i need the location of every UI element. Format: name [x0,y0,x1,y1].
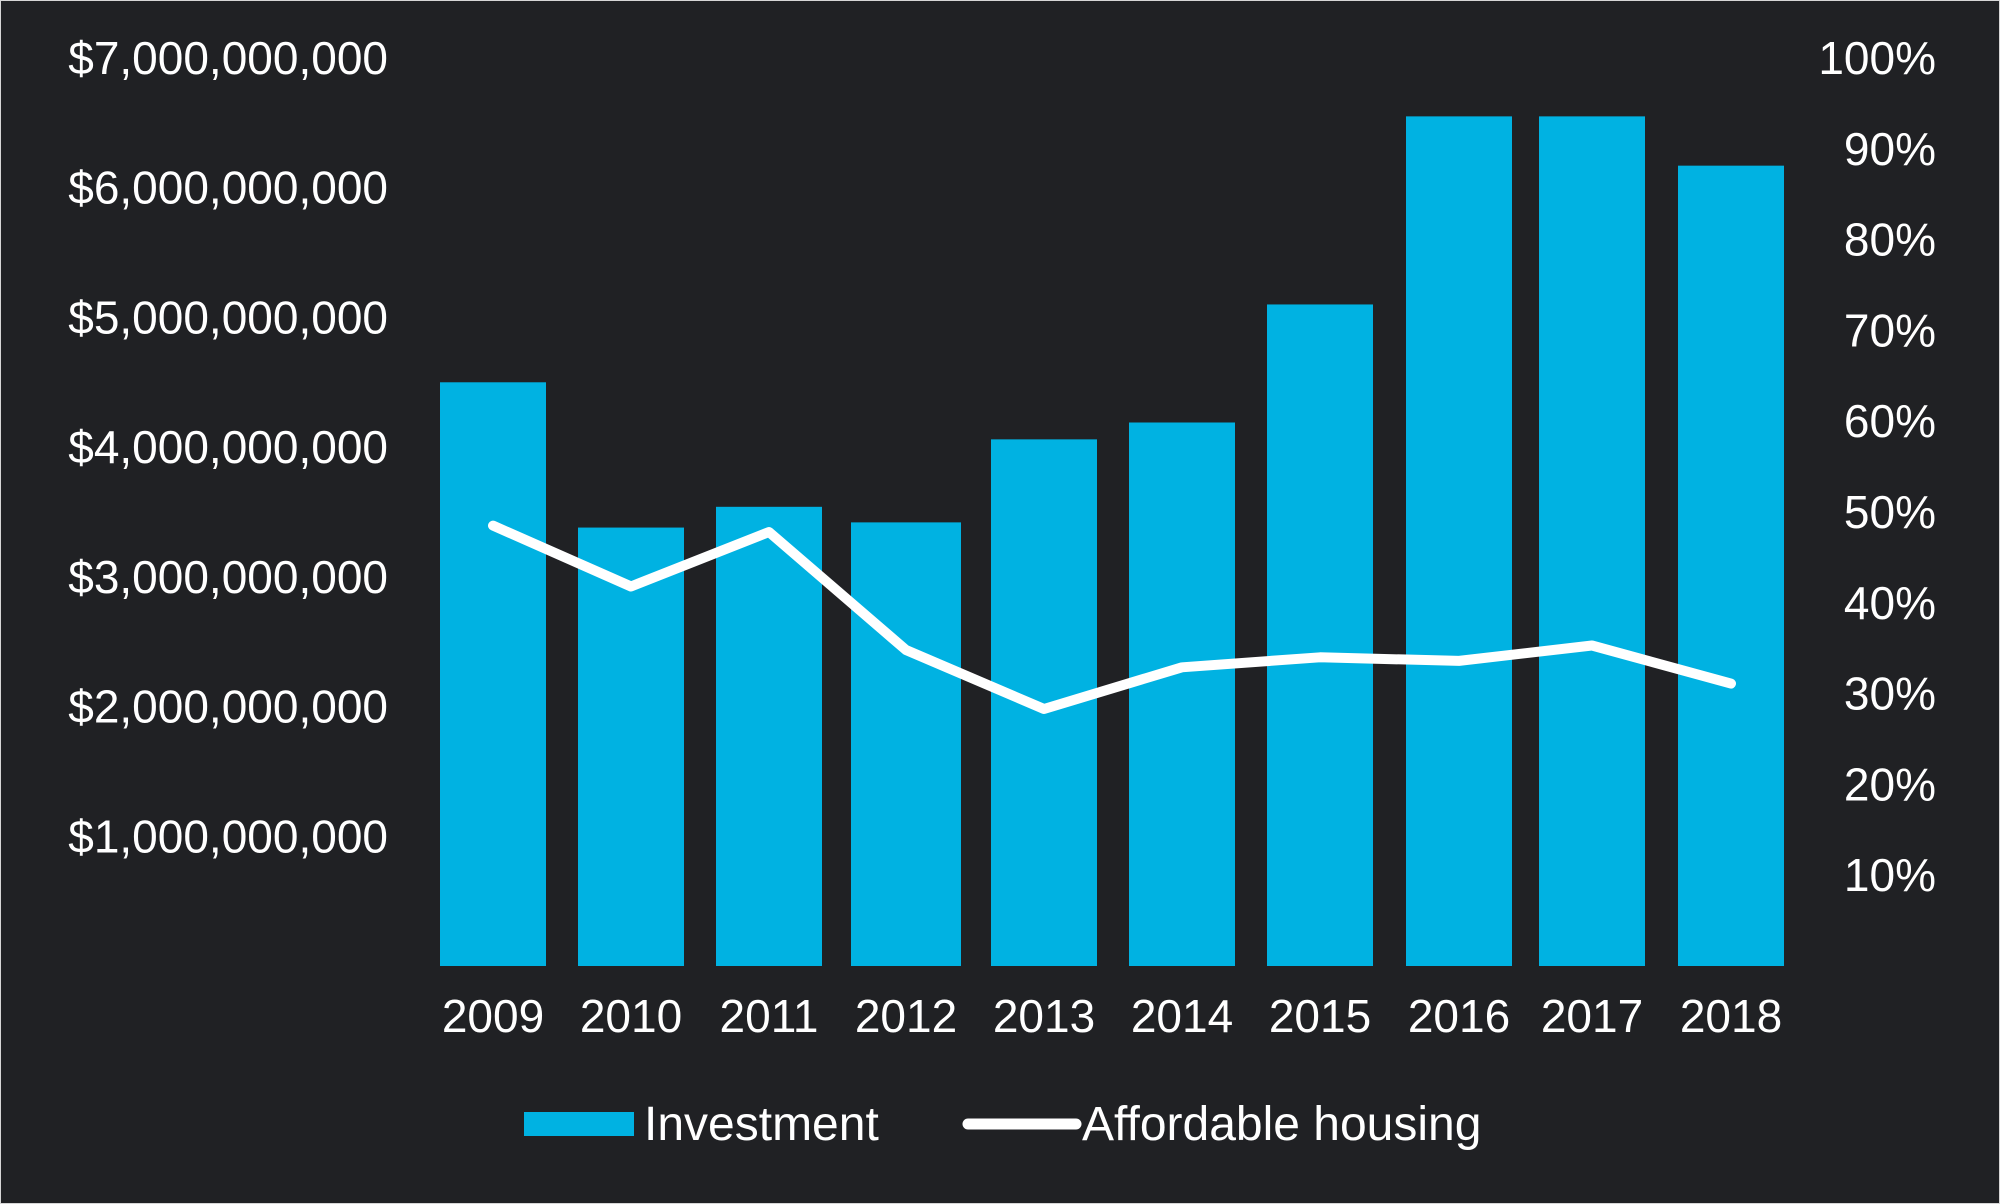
left-tick-label: $6,000,000,000 [68,162,388,214]
left-tick-label: $1,000,000,000 [68,810,388,862]
x-tick-label: 2012 [855,990,957,1042]
investment-bar [851,522,961,966]
left-tick-label: $4,000,000,000 [68,421,388,473]
right-tick-label: 50% [1844,486,1936,538]
right-tick-label: 100% [1818,32,1936,84]
right-tick-label: 90% [1844,123,1936,175]
legend-swatch-investment [524,1112,634,1136]
affordable-housing-point [1043,708,1045,711]
investment-bar [440,382,546,966]
affordable-housing-line-layer [488,520,1736,714]
right-tick-label: 80% [1844,214,1936,266]
x-axis: 2009 2010 2011 2012 2013 2014 2015 2016 2017 2018 [442,990,1782,1042]
right-tick-label: 30% [1844,668,1936,720]
affordable-housing-point [1458,659,1460,662]
right-y-axis: 10% 20% 30% 40% 50% 60% 70% 80% 90% 100% [1818,32,1936,901]
x-tick-label: 2017 [1541,990,1643,1042]
legend-label-investment: Investment [644,1098,879,1151]
affordable-housing-point [1319,656,1321,659]
affordable-housing-point [492,524,494,527]
x-tick-label: 2018 [1680,990,1782,1042]
right-tick-label: 40% [1844,577,1936,629]
affordable-housing-point [630,585,632,588]
left-tick-label: $7,000,000,000 [68,32,388,84]
legend: Investment Affordable housing [524,1098,1481,1151]
investment-bar [1267,304,1373,966]
left-y-axis: $1,000,000,000 $2,000,000,000 $3,000,000,0… [68,32,388,862]
legend-label-affordable-housing: Affordable housing [1082,1098,1481,1151]
right-tick-label: 20% [1844,758,1936,810]
investment-bars [440,116,1784,967]
investment-bar [1539,116,1645,966]
x-tick-label: 2016 [1408,990,1510,1042]
left-tick-label: $2,000,000,000 [68,681,388,733]
x-tick-label: 2009 [442,990,544,1042]
left-tick-label: $3,000,000,000 [68,551,388,603]
affordable-housing-point [1730,682,1732,685]
affordable-housing-point [905,649,907,652]
x-tick-label: 2010 [580,990,682,1042]
right-tick-label: 70% [1844,304,1936,356]
left-tick-label: $5,000,000,000 [68,291,388,343]
investment-bar [1406,116,1512,966]
right-tick-label: 10% [1844,849,1936,901]
x-tick-label: 2015 [1269,990,1371,1042]
investment-bar [578,527,684,966]
x-tick-label: 2011 [720,990,819,1042]
right-tick-label: 60% [1844,395,1936,447]
affordable-housing-point [1181,666,1183,669]
affordable-housing-line [488,520,1736,714]
investment-bar [1678,165,1784,967]
x-tick-label: 2013 [993,990,1095,1042]
affordable-housing-point [1591,644,1593,647]
x-tick-label: 2014 [1131,990,1233,1042]
affordable-housing-point [768,530,770,533]
investment-bar [716,506,822,966]
investment-bar [1129,422,1235,966]
